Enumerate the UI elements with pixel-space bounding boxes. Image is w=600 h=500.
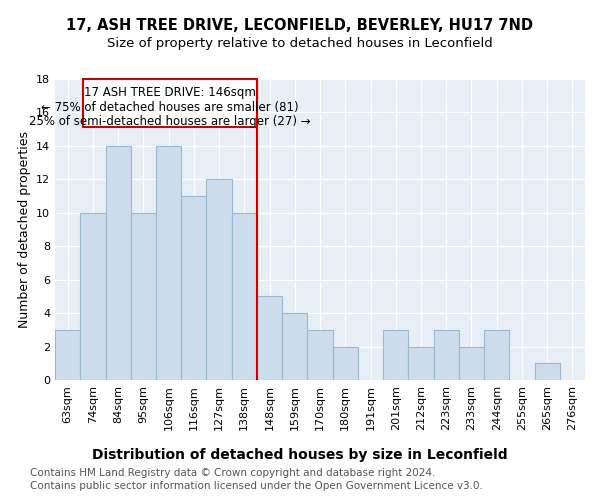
Bar: [206, 180, 232, 380]
Text: Contains HM Land Registry data © Crown copyright and database right 2024.: Contains HM Land Registry data © Crown c…: [30, 468, 436, 477]
Bar: [55, 330, 80, 380]
Text: Contains public sector information licensed under the Open Government Licence v3: Contains public sector information licen…: [30, 481, 483, 491]
Bar: [307, 330, 332, 380]
FancyBboxPatch shape: [83, 79, 257, 128]
Bar: [106, 146, 131, 380]
Bar: [156, 146, 181, 380]
Y-axis label: Number of detached properties: Number of detached properties: [17, 131, 31, 328]
Bar: [484, 330, 509, 380]
Text: ← 75% of detached houses are smaller (81): ← 75% of detached houses are smaller (81…: [41, 100, 299, 114]
Text: Distribution of detached houses by size in Leconfield: Distribution of detached houses by size …: [92, 448, 508, 462]
Bar: [434, 330, 459, 380]
Bar: [459, 346, 484, 380]
Bar: [131, 213, 156, 380]
Bar: [383, 330, 409, 380]
Text: 17, ASH TREE DRIVE, LECONFIELD, BEVERLEY, HU17 7ND: 17, ASH TREE DRIVE, LECONFIELD, BEVERLEY…: [67, 18, 533, 32]
Bar: [332, 346, 358, 380]
Text: Size of property relative to detached houses in Leconfield: Size of property relative to detached ho…: [107, 38, 493, 51]
Bar: [409, 346, 434, 380]
Bar: [232, 213, 257, 380]
Bar: [80, 213, 106, 380]
Text: 25% of semi-detached houses are larger (27) →: 25% of semi-detached houses are larger (…: [29, 114, 311, 128]
Bar: [535, 364, 560, 380]
Bar: [282, 313, 307, 380]
Bar: [257, 296, 282, 380]
Bar: [181, 196, 206, 380]
Text: 17 ASH TREE DRIVE: 146sqm: 17 ASH TREE DRIVE: 146sqm: [84, 86, 256, 99]
